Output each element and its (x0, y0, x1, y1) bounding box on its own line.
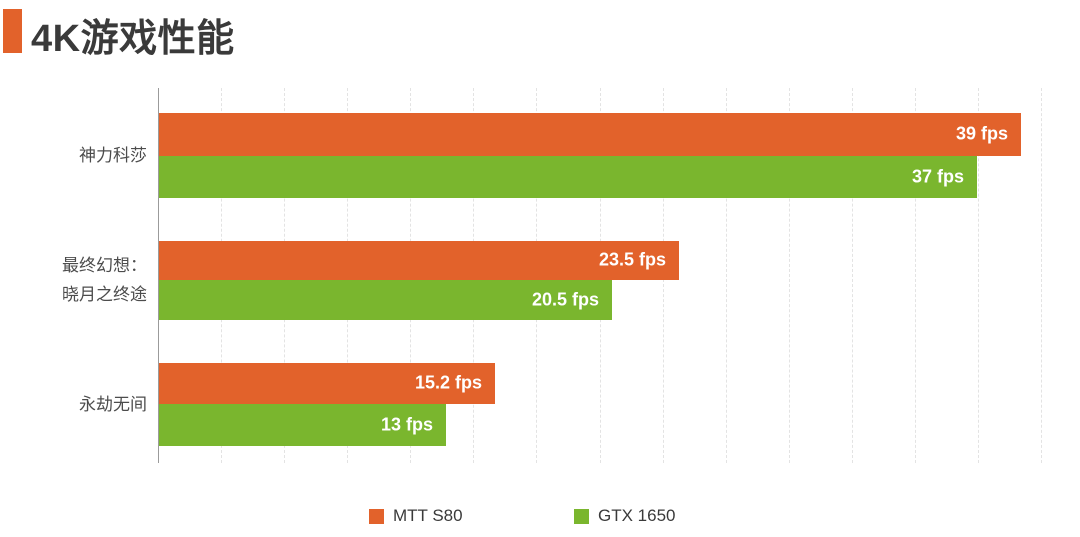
category-label: 永劫无间 (79, 394, 147, 414)
bar-value-label: 15.2 fps (414, 372, 482, 393)
vertical-gridline (914, 88, 916, 463)
vertical-gridline (725, 88, 727, 463)
y-axis-line (158, 88, 159, 463)
vertical-gridline (851, 88, 853, 463)
bar-value-label: 20.5 fps (531, 289, 599, 310)
bar-gtx-1650: 13 fps (159, 404, 446, 446)
vertical-gridline (1041, 88, 1042, 463)
bar-mtt-s80: 15.2 fps (159, 362, 495, 404)
legend-swatch (574, 508, 589, 524)
legend-item-gtx-1650: GTX 1650 (574, 506, 676, 526)
category-label: 最终幻想： 晓月之终途 (62, 256, 147, 304)
bar-value-label: 13 fps (380, 414, 433, 435)
category-label: 神力科莎 (79, 146, 147, 165)
bar-value-label: 37 fps (911, 166, 964, 187)
page-title: 4K游戏性能 (31, 18, 235, 60)
bar-value-label: 39 fps (955, 123, 1008, 144)
legend-swatch (369, 508, 384, 524)
vertical-gridline (977, 88, 979, 463)
bar-mtt-s80: 23.5 fps (159, 240, 679, 280)
bar-gtx-1650: 20.5 fps (159, 280, 612, 320)
legend-label: MTT S80 (393, 506, 463, 525)
legend-item-mtt-s80: MTT S80 (369, 506, 463, 526)
bar-gtx-1650: 37 fps (159, 155, 977, 198)
bar-value-label: 23.5 fps (598, 249, 666, 270)
title-marker-bar (3, 9, 22, 53)
legend-label: GTX 1650 (598, 506, 676, 525)
bar-mtt-s80: 39 fps (159, 113, 1021, 156)
vertical-gridline (788, 88, 790, 463)
